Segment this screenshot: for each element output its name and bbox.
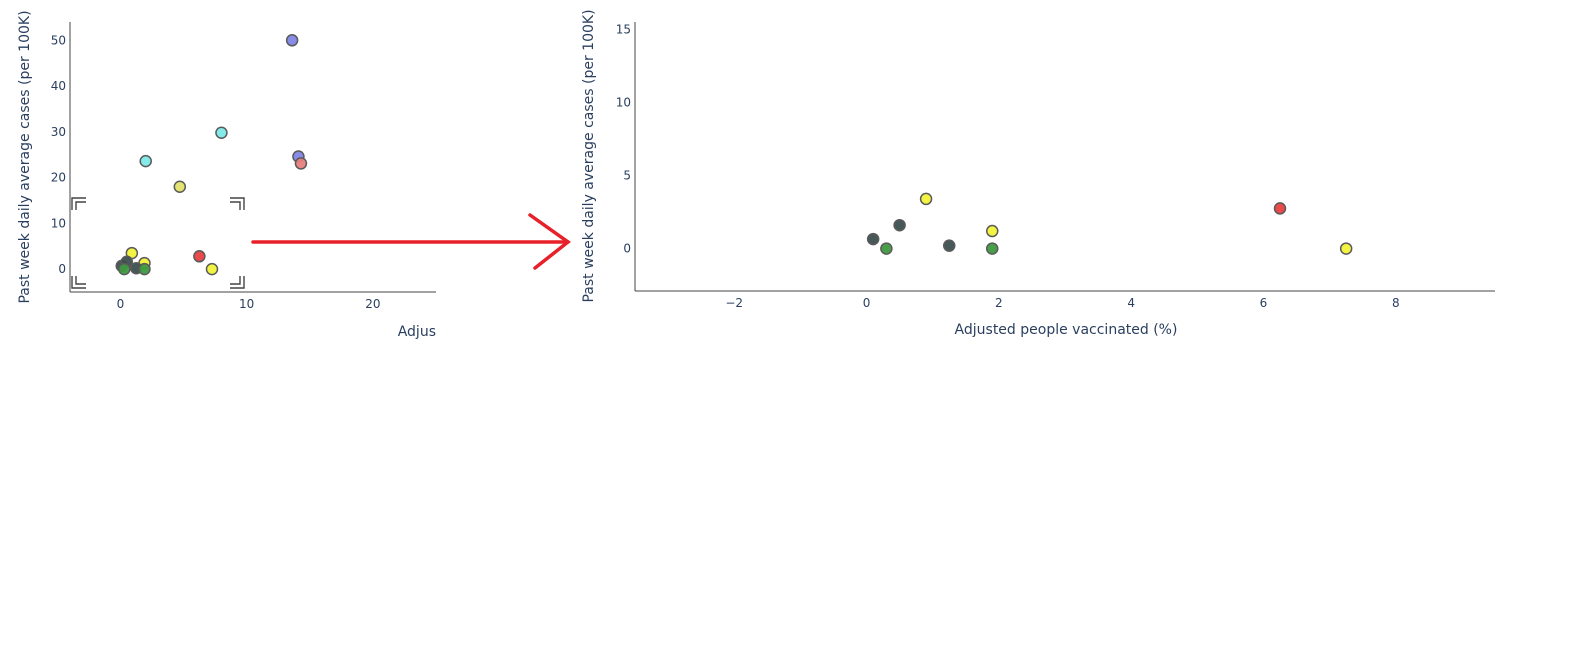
scatter-point[interactable]: [285, 34, 299, 47]
y-tick-label: 15: [616, 22, 631, 36]
bracket-bottom-right: [230, 276, 245, 289]
y-tick-label: 50: [51, 33, 66, 47]
scatter-point[interactable]: [215, 126, 228, 139]
scatter-point[interactable]: [919, 192, 933, 206]
y-tick-labels: 0 5 10 15: [616, 22, 631, 255]
y-tick-label: 10: [616, 95, 631, 109]
x-axis-title: Adjus: [398, 324, 436, 340]
y-tick-label: 10: [51, 216, 66, 230]
scatter-point[interactable]: [1273, 202, 1287, 215]
scatter-point[interactable]: [138, 262, 151, 276]
y-tick-label: 0: [58, 262, 66, 276]
chart-zoom-source: 0 10 20 30 40 50 0 10 20 Adjus Past week daily …: [17, 10, 436, 340]
scatter-point[interactable]: [866, 232, 880, 246]
scatter-point[interactable]: [294, 157, 308, 170]
bracket-bottom-left: [71, 276, 86, 289]
scatter-point[interactable]: [1339, 242, 1353, 255]
y-tick-label: 0: [623, 242, 631, 256]
x-tick-label: 6: [1260, 296, 1268, 310]
x-tick-label: 20: [365, 297, 380, 311]
scatter-point[interactable]: [205, 262, 219, 276]
scatter-point[interactable]: [880, 242, 893, 255]
scatter-point[interactable]: [118, 262, 131, 276]
bracket-top-right: [230, 197, 245, 210]
x-axis-title: Adjusted people vaccinated (%): [955, 322, 1178, 338]
x-tick-label: 4: [1127, 296, 1135, 310]
bracket-top-left: [71, 197, 86, 210]
x-tick-label: 10: [239, 297, 254, 311]
x-tick-label: 0: [863, 296, 871, 310]
scatter-point[interactable]: [893, 218, 906, 232]
arrow-head: [528, 213, 571, 270]
x-tick-label: 8: [1392, 296, 1400, 310]
x-tick-label: −2: [725, 296, 743, 310]
x-tick-labels: 0 10 20: [117, 297, 381, 311]
zoom-arrow: [251, 213, 571, 270]
scatter-point[interactable]: [139, 154, 152, 168]
scatter-point[interactable]: [985, 242, 999, 255]
y-axis-title: Past week daily average cases (per 100K): [581, 9, 597, 302]
x-tick-label: 2: [995, 296, 1003, 310]
y-axis-title: Past week daily average cases (per 100K): [17, 10, 33, 303]
chart-zoomed: 0 5 10 15 −2 0 2 4 6 8 Adjusted people vaccinate…: [581, 9, 1495, 338]
y-tick-label: 30: [51, 125, 66, 139]
y-tick-labels: 0 10 20 30 40 50: [51, 33, 66, 276]
x-tick-label: 0: [117, 297, 125, 311]
scatter-point[interactable]: [985, 224, 999, 238]
scatter-points: [866, 192, 1353, 255]
y-tick-label: 5: [623, 169, 631, 183]
scatter-points: [115, 34, 308, 276]
y-tick-label: 20: [51, 171, 66, 185]
x-tick-labels: −2 0 2 4 6 8: [725, 296, 1399, 310]
scatter-point[interactable]: [173, 180, 187, 193]
scatter-point[interactable]: [942, 239, 956, 252]
zoom-region-bracket: [71, 197, 245, 289]
scatter-point[interactable]: [193, 250, 206, 263]
y-tick-label: 40: [51, 79, 66, 93]
